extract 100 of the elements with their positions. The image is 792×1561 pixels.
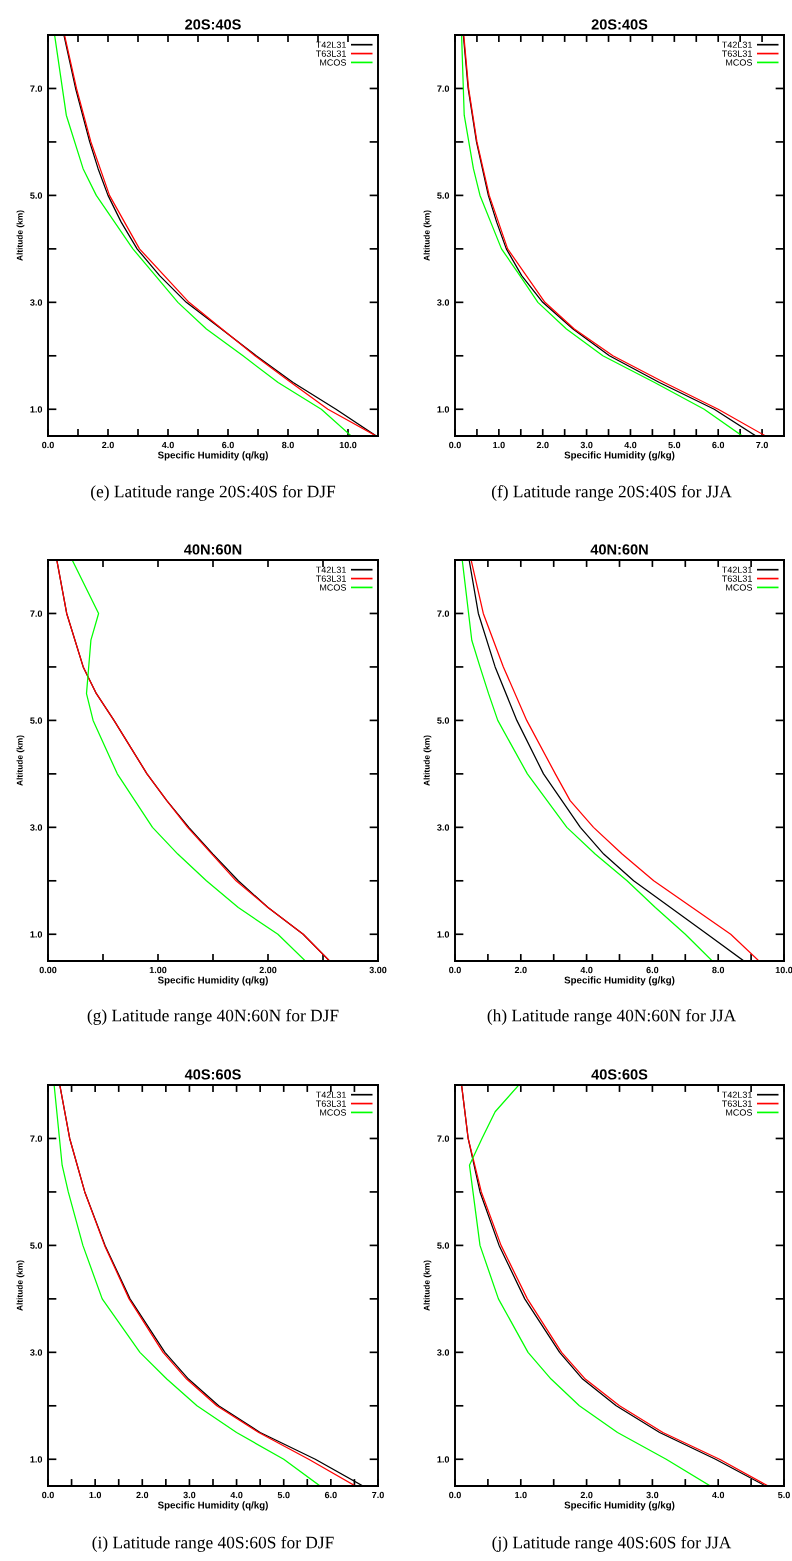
x-tick-label: 2.00 bbox=[259, 966, 277, 974]
text: (f) Latitude range 20S:40S for JJA bbox=[491, 485, 732, 501]
legend-label: T63L31 bbox=[315, 1100, 346, 1107]
x-axis-title: Specific Humidity (g/kg) bbox=[564, 451, 675, 461]
legend-label: T63L31 bbox=[721, 1100, 752, 1107]
y-tick-label: 7.0 bbox=[437, 1135, 450, 1142]
y-tick-label: 1.0 bbox=[437, 931, 450, 938]
x-tick-label: 0.0 bbox=[449, 966, 461, 974]
legend-label: T42L31 bbox=[721, 1091, 752, 1098]
x-tick-label: 8.0 bbox=[712, 966, 725, 974]
y-tick-label: 3.0 bbox=[437, 824, 450, 831]
x-tick-label: 2.0 bbox=[536, 441, 549, 449]
legend-label: T42L31 bbox=[721, 41, 752, 48]
y-axis-title: Altitude (km) bbox=[423, 735, 432, 786]
x-tick-label: 0.0 bbox=[42, 1491, 54, 1499]
x-tick-label: 6.0 bbox=[712, 441, 725, 449]
legend-label: MCOS bbox=[320, 1109, 346, 1116]
y-tick-label: 3.0 bbox=[30, 824, 43, 831]
x-tick-label: 0.0 bbox=[449, 441, 461, 449]
text: (h) Latitude range 40N:60N for JJA bbox=[487, 1009, 736, 1025]
x-tick-label: 0.00 bbox=[39, 966, 57, 974]
legend-label: MCOS bbox=[726, 584, 752, 591]
x-tick-label: 4.0 bbox=[712, 1491, 725, 1499]
x-tick-label: 2.0 bbox=[514, 966, 527, 974]
legend-label: T42L31 bbox=[315, 1091, 346, 1098]
text: (e) Latitude range 20S:40S for DJF bbox=[91, 485, 336, 501]
x-tick-label: 3.0 bbox=[580, 441, 593, 449]
chart-title: 20S:40S bbox=[591, 19, 648, 30]
y-axis-title: Altitude (km) bbox=[16, 735, 25, 786]
text: (i) Latitude range 40S:60S for DJF bbox=[92, 1536, 334, 1552]
y-tick-label: 3.0 bbox=[437, 1349, 450, 1356]
y-axis-title: Altitude (km) bbox=[423, 210, 432, 261]
x-tick-label: 8.0 bbox=[282, 441, 294, 449]
x-axis-title: Specific Humidity (q/kg) bbox=[157, 976, 268, 986]
x-tick-label: 5.0 bbox=[668, 441, 681, 449]
chart-title: 40N:60N bbox=[590, 544, 648, 555]
x-tick-label: 7.0 bbox=[372, 1491, 384, 1499]
y-tick-label: 5.0 bbox=[437, 1242, 450, 1249]
y-tick-label: 3.0 bbox=[30, 1349, 43, 1356]
x-tick-label: 3.0 bbox=[183, 1491, 196, 1499]
x-tick-label: 4.0 bbox=[230, 1491, 243, 1499]
y-tick-label: 7.0 bbox=[30, 1135, 43, 1142]
chart-title: 40N:60N bbox=[184, 544, 242, 555]
y-tick-label: 5.0 bbox=[30, 717, 43, 724]
x-tick-label: 2.0 bbox=[580, 1491, 593, 1499]
x-tick-label: 5.0 bbox=[277, 1491, 290, 1499]
x-axis-title: Specific Humidity (q/kg) bbox=[157, 451, 268, 461]
y-tick-label: 1.0 bbox=[30, 406, 43, 413]
chart-title: 40S:60S bbox=[591, 1069, 648, 1080]
legend-label: T63L31 bbox=[721, 575, 752, 582]
x-tick-label: 3.00 bbox=[369, 966, 387, 974]
x-tick-label: 1.0 bbox=[89, 1491, 102, 1499]
x-tick-label: 7.0 bbox=[756, 441, 768, 449]
x-tick-label: 1.0 bbox=[515, 1491, 527, 1499]
legend-label: T63L31 bbox=[315, 50, 346, 57]
legend-label: MCOS bbox=[320, 59, 346, 66]
x-tick-label: 3.0 bbox=[646, 1491, 659, 1499]
legend-label: MCOS bbox=[726, 1109, 752, 1116]
x-axis-title: Specific Humidity (g/kg) bbox=[564, 1501, 675, 1511]
y-tick-label: 3.0 bbox=[437, 299, 450, 306]
x-tick-label: 10.0 bbox=[339, 441, 357, 449]
y-tick-label: 7.0 bbox=[437, 610, 450, 617]
y-tick-label: 1.0 bbox=[30, 1456, 43, 1463]
y-axis-title: Altitude (km) bbox=[16, 1260, 25, 1311]
x-axis-title: Specific Humidity (g/kg) bbox=[564, 976, 675, 986]
x-tick-label: 0.0 bbox=[449, 1491, 461, 1499]
y-axis-title: Altitude (km) bbox=[16, 210, 25, 261]
text: (g) Latitude range 40N:60N for DJF bbox=[87, 1009, 339, 1025]
legend-label: T63L31 bbox=[315, 575, 346, 582]
x-tick-label: 2.0 bbox=[136, 1491, 149, 1499]
x-tick-label: 6.0 bbox=[222, 441, 234, 449]
y-tick-label: 1.0 bbox=[437, 406, 450, 413]
y-tick-label: 5.0 bbox=[30, 1242, 43, 1249]
y-tick-label: 7.0 bbox=[437, 85, 450, 92]
y-tick-label: 7.0 bbox=[30, 610, 43, 617]
y-axis-title: Altitude (km) bbox=[423, 1260, 432, 1311]
x-tick-label: 4.0 bbox=[161, 441, 174, 449]
legend-label: T42L31 bbox=[315, 566, 346, 573]
legend-label: T63L31 bbox=[721, 50, 752, 57]
x-tick-label: 5.0 bbox=[778, 1491, 790, 1499]
text: (j) Latitude range 40S:60S for JJA bbox=[492, 1536, 732, 1552]
x-tick-label: 6.0 bbox=[324, 1491, 337, 1499]
y-tick-label: 7.0 bbox=[30, 85, 43, 92]
legend-label: T42L31 bbox=[315, 41, 346, 48]
y-tick-label: 5.0 bbox=[437, 717, 450, 724]
x-tick-label: 0.0 bbox=[42, 441, 54, 449]
legend-label: MCOS bbox=[726, 59, 752, 66]
y-tick-label: 1.0 bbox=[30, 931, 43, 938]
x-tick-label: 1.00 bbox=[149, 966, 167, 974]
x-tick-label: 4.0 bbox=[580, 966, 593, 974]
x-tick-label: 1.0 bbox=[493, 441, 505, 449]
y-tick-label: 1.0 bbox=[437, 1456, 450, 1463]
x-axis-title: Specific Humidity (q/kg) bbox=[157, 1501, 268, 1511]
x-tick-label: 2.0 bbox=[102, 441, 114, 449]
chart-title: 40S:60S bbox=[184, 1069, 241, 1080]
chart-title: 20S:40S bbox=[185, 19, 241, 30]
x-tick-label: 10.0 bbox=[775, 966, 792, 974]
y-tick-label: 5.0 bbox=[30, 192, 43, 199]
legend-label: T42L31 bbox=[721, 566, 752, 573]
x-tick-label: 4.0 bbox=[624, 441, 637, 449]
